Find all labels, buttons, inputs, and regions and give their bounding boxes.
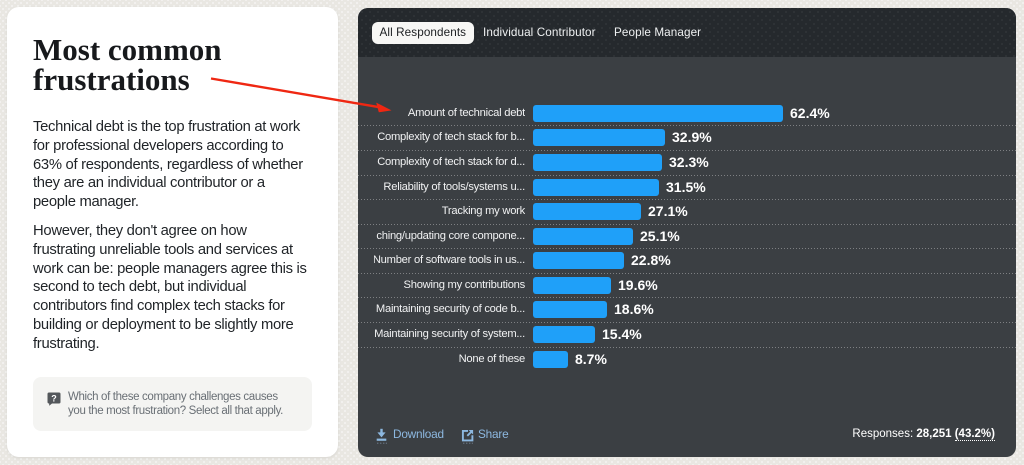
svg-text:?: ? (51, 393, 57, 403)
